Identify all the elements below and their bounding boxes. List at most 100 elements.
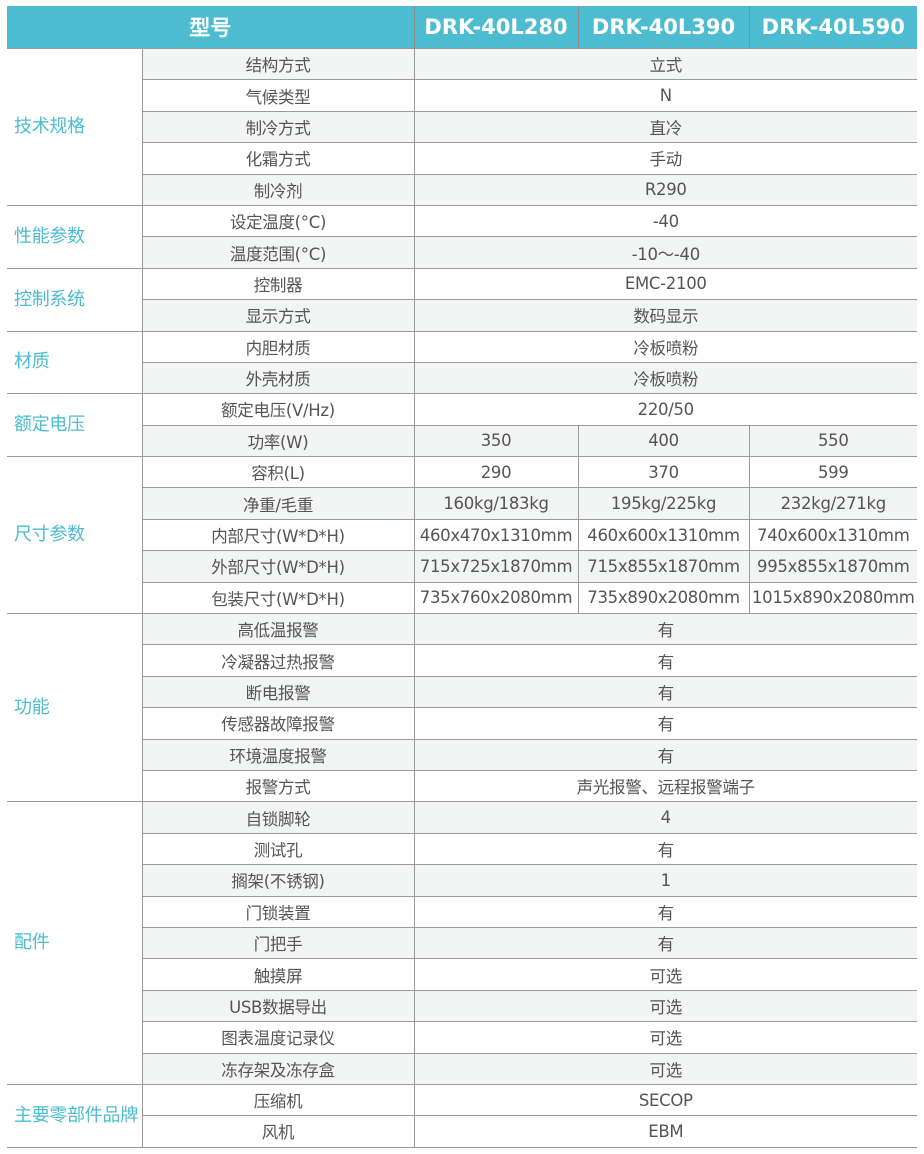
spec-label: 制冷方式 xyxy=(141,110,415,144)
spec-label: 报警方式 xyxy=(141,769,415,803)
spec-value: 立式 xyxy=(413,47,917,81)
table-row: 化霜方式 手动 xyxy=(7,142,917,175)
spec-value: N xyxy=(413,79,917,112)
table-row: 净重/毛重 160kg/183kg 195kg/225kg 232kg/271kg xyxy=(7,487,917,520)
table-row: 控制系统 控制器 EMC-2100 xyxy=(7,267,917,332)
table-row: 断电报警有 xyxy=(7,675,917,709)
spec-label: 功率(W) xyxy=(141,424,415,458)
spec-label: 气候类型 xyxy=(141,79,415,112)
table-row: 温度范围(°C) -10～-40 xyxy=(7,236,917,269)
spec-value: 290 xyxy=(413,456,579,489)
spec-value: 可选 xyxy=(413,1052,917,1085)
header-row: 型号 DRK-40L280 DRK-40L390 DRK-40L590 xyxy=(7,6,917,49)
table-row: 外部尺寸(W*D*H) 715x725x1870mm 715x855x1870mm 9… xyxy=(7,550,917,583)
spec-label: 环境温度报警 xyxy=(141,738,415,771)
spec-value: 手动 xyxy=(413,142,917,175)
spec-label: 额定电压(V/Hz) xyxy=(141,393,415,426)
spec-label: 设定温度(°C) xyxy=(141,204,415,238)
category-cell: 主要零部件品牌 xyxy=(7,1083,143,1148)
spec-value: 232kg/271kg xyxy=(748,487,917,520)
table-row: 门锁装置有 xyxy=(7,895,917,928)
spec-label: 自锁脚轮 xyxy=(141,801,415,834)
spec-label: 触摸屏 xyxy=(141,958,415,991)
spec-label: 温度范围(°C) xyxy=(141,236,415,269)
spec-value: 可选 xyxy=(413,958,917,991)
spec-value: 数码显示 xyxy=(413,299,917,332)
table-row: 制冷方式 直冷 xyxy=(7,110,917,144)
spec-value: 350 xyxy=(413,424,579,458)
category-cell: 额定电压 xyxy=(7,393,143,458)
table-row: 内部尺寸(W*D*H) 460x470x1310mm 460x600x1310mm 7… xyxy=(7,518,917,552)
spec-label: 搁架(不锈钢) xyxy=(141,864,415,897)
spec-value: 4 xyxy=(413,801,917,834)
spec-label: 制冷剂 xyxy=(141,173,415,206)
spec-value: 直冷 xyxy=(413,110,917,144)
spec-label: 高低温报警 xyxy=(141,613,415,646)
table-row: 外壳材质 冷板喷粉 xyxy=(7,361,917,395)
spec-value: 有 xyxy=(413,675,917,709)
spec-label: 风机 xyxy=(141,1115,415,1148)
spec-value: 715x855x1870mm xyxy=(577,550,750,583)
table-row: 门把手有 xyxy=(7,926,917,960)
spec-value: -10～-40 xyxy=(413,236,917,269)
spec-value: 1 xyxy=(413,864,917,897)
spec-label: 冻存架及冻存盒 xyxy=(141,1052,415,1085)
spec-label: 断电报警 xyxy=(141,675,415,709)
spec-value: 370 xyxy=(577,456,750,489)
spec-value: 460x470x1310mm xyxy=(413,518,579,552)
table-row: 配件 自锁脚轮 4 xyxy=(7,801,917,1085)
table-row: 冷凝器过热报警有 xyxy=(7,644,917,677)
spec-value: 可选 xyxy=(413,1021,917,1054)
table-row: 主要零部件品牌 压缩机 SECOP xyxy=(7,1083,917,1148)
table-row: USB数据导出 可选 xyxy=(7,989,917,1023)
table-row: 测试孔有 xyxy=(7,832,917,866)
model-column-header: DRK-40L390 xyxy=(577,6,749,49)
spec-value: 220/50 xyxy=(413,393,917,426)
spec-value: 460x600x1310mm xyxy=(577,518,750,552)
spec-value: 195kg/225kg xyxy=(577,487,750,520)
spec-value: 599 xyxy=(748,456,917,489)
spec-value: EBM xyxy=(413,1115,917,1148)
spec-value: -40 xyxy=(413,204,917,238)
spec-label: 控制器 xyxy=(141,267,415,301)
model-header: 型号 xyxy=(7,6,414,49)
spec-value: 有 xyxy=(413,644,917,677)
table-row: 图表温度记录仪 可选 xyxy=(7,1021,917,1054)
spec-label: 容积(L) xyxy=(141,456,415,489)
table-row: 气候类型 N xyxy=(7,79,917,112)
category-cell: 控制系统 xyxy=(7,267,143,332)
spec-value: 冷板喷粉 xyxy=(413,330,917,363)
spec-value: 冷板喷粉 xyxy=(413,361,917,395)
spec-label: 压缩机 xyxy=(141,1083,415,1117)
spec-value: 160kg/183kg xyxy=(413,487,579,520)
spec-value: 声光报警、远程报警端子 xyxy=(413,769,917,803)
table-row: 性能参数 设定温度(°C) -40 xyxy=(7,204,917,269)
spec-value: 740x600x1310mm xyxy=(748,518,917,552)
spec-value: 有 xyxy=(413,832,917,866)
spec-value: SECOP xyxy=(413,1083,917,1117)
table-row: 尺寸参数 容积(L) 290 370 599 xyxy=(7,456,917,615)
category-cell: 配件 xyxy=(7,801,143,1085)
spec-value: 有 xyxy=(413,926,917,960)
category-cell: 功能 xyxy=(7,613,143,803)
table-row: 触摸屏 可选 xyxy=(7,958,917,991)
spec-value: EMC-2100 xyxy=(413,267,917,301)
table-row: 材质 内胆材质 冷板喷粉 xyxy=(7,330,917,395)
spec-label: 门锁装置 xyxy=(141,895,415,928)
table-row: 显示方式 数码显示 xyxy=(7,299,917,332)
spec-label: 传感器故障报警 xyxy=(141,707,415,740)
table-row: 功率(W) 350 400 550 xyxy=(7,424,917,458)
table-row: 搁架(不锈钢) 1 xyxy=(7,864,917,897)
spec-label: 外壳材质 xyxy=(141,361,415,395)
spec-label: 显示方式 xyxy=(141,299,415,332)
spec-label: 化霜方式 xyxy=(141,142,415,175)
table-row: 传感器故障报警有 xyxy=(7,707,917,740)
spec-label: 净重/毛重 xyxy=(141,487,415,520)
category-cell: 材质 xyxy=(7,330,143,395)
spec-value: 有 xyxy=(413,895,917,928)
spec-value: 735x890x2080mm xyxy=(577,581,750,615)
spec-value: 735x760x2080mm xyxy=(413,581,579,615)
spec-label: 外部尺寸(W*D*H) xyxy=(141,550,415,583)
spec-value: 有 xyxy=(413,707,917,740)
table-row: 制冷剂 R290 xyxy=(7,173,917,206)
